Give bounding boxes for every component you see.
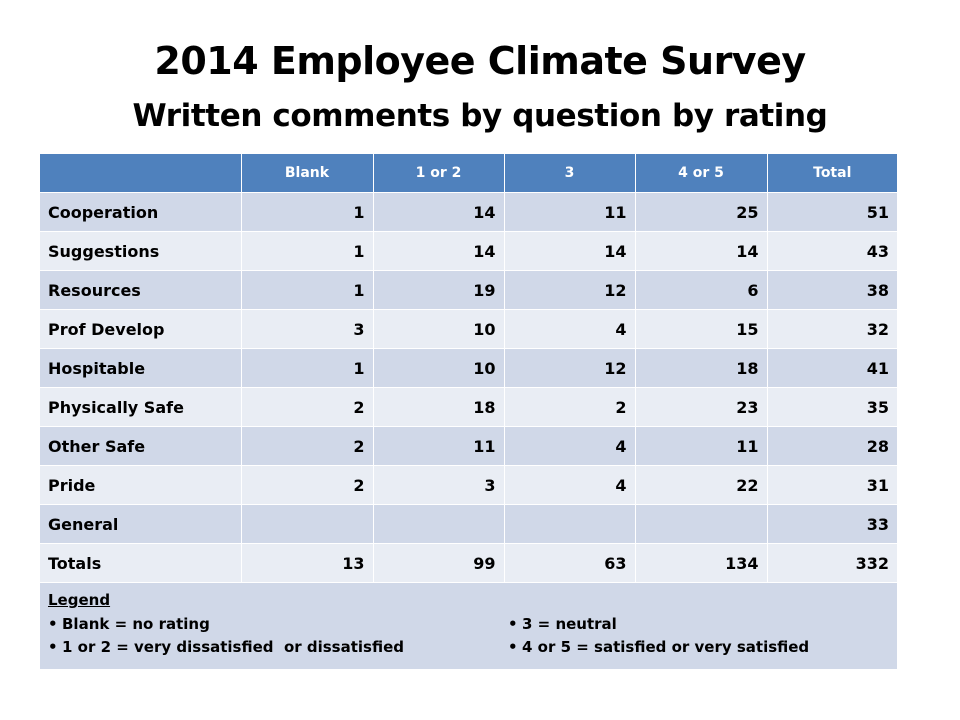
cell-blank: 3 xyxy=(240,309,373,349)
header-cell-1-or-2: 1 or 2 xyxy=(372,154,504,193)
legend-list-right: • 3 = neutral • 4 or 5 = satisfied or very… xyxy=(508,613,809,659)
cell-1-or-2 xyxy=(372,504,504,544)
legend-item-text: Blank = no rating xyxy=(62,615,210,633)
cell-total: 28 xyxy=(766,426,897,466)
cell-4-or-5: 11 xyxy=(634,426,767,466)
table-row: Suggestions 1 14 14 14 43 xyxy=(40,231,897,271)
header-cell-total: Total xyxy=(766,154,897,193)
row-label: Totals xyxy=(40,543,241,583)
cell-total: 332 xyxy=(766,543,897,583)
table-row: Hospitable 1 10 12 18 41 xyxy=(40,348,897,388)
table-row: Cooperation 1 14 11 25 51 xyxy=(40,192,897,232)
page-title: 2014 Employee Climate Survey xyxy=(154,39,806,83)
legend-item: • Blank = no rating xyxy=(48,613,404,636)
header-cell-3: 3 xyxy=(503,154,635,193)
bullet-icon: • xyxy=(508,615,518,633)
row-label: Physically Safe xyxy=(40,387,241,427)
legend-title: Legend xyxy=(48,591,111,609)
cell-total: 31 xyxy=(766,465,897,505)
cell-3: 12 xyxy=(503,348,635,388)
cell-4-or-5: 23 xyxy=(634,387,767,427)
cell-3: 4 xyxy=(503,465,635,505)
legend-item-text: 1 or 2 = very dissatisfied or dissatisfi… xyxy=(62,638,405,656)
cell-blank xyxy=(240,504,373,544)
table-row: Other Safe 2 11 4 11 28 xyxy=(40,426,897,466)
cell-3: 12 xyxy=(503,270,635,310)
cell-4-or-5: 18 xyxy=(634,348,767,388)
legend-item-text: 4 or 5 = satisfied or very satisfied xyxy=(522,638,810,656)
cell-4-or-5 xyxy=(634,504,767,544)
cell-1-or-2: 19 xyxy=(372,270,504,310)
page-subtitle: Written comments by question by rating xyxy=(132,98,828,134)
row-label: Resources xyxy=(40,270,241,310)
table-row: Prof Develop 3 10 4 15 32 xyxy=(40,309,897,349)
cell-1-or-2: 10 xyxy=(372,348,504,388)
bullet-icon: • xyxy=(48,638,58,656)
table-header-row: Blank 1 or 2 3 4 or 5 Total xyxy=(40,154,897,193)
cell-blank: 1 xyxy=(240,192,373,232)
cell-total: 33 xyxy=(766,504,897,544)
table-row: Resources 1 19 12 6 38 xyxy=(40,270,897,310)
table-row: Pride 2 3 4 22 31 xyxy=(40,465,897,505)
cell-1-or-2: 99 xyxy=(372,543,504,583)
cell-3: 4 xyxy=(503,309,635,349)
cell-3: 11 xyxy=(503,192,635,232)
cell-3: 2 xyxy=(503,387,635,427)
table-row: Physically Safe 2 18 2 23 35 xyxy=(40,387,897,427)
cell-blank: 13 xyxy=(240,543,373,583)
bullet-icon: • xyxy=(508,638,518,656)
cell-3: 63 xyxy=(503,543,635,583)
legend-item: • 4 or 5 = satisfied or very satisfied xyxy=(508,636,809,659)
cell-blank: 2 xyxy=(240,426,373,466)
row-label: Suggestions xyxy=(40,231,241,271)
cell-blank: 2 xyxy=(240,465,373,505)
row-label: Hospitable xyxy=(40,348,241,388)
cell-3: 14 xyxy=(503,231,635,271)
legend-cell: Legend • Blank = no rating • 1 or 2 = very… xyxy=(40,582,897,669)
cell-1-or-2: 11 xyxy=(372,426,504,466)
header-cell-blank: Blank xyxy=(240,154,373,193)
survey-table: Blank 1 or 2 3 4 or 5 Total Cooperation 1… xyxy=(40,154,897,669)
header-cell-4-or-5: 4 or 5 xyxy=(634,154,767,193)
row-label: Pride xyxy=(40,465,241,505)
cell-1-or-2: 10 xyxy=(372,309,504,349)
row-label: General xyxy=(40,504,241,544)
cell-blank: 1 xyxy=(240,231,373,271)
cell-blank: 1 xyxy=(240,270,373,310)
cell-blank: 2 xyxy=(240,387,373,427)
cell-1-or-2: 18 xyxy=(372,387,504,427)
cell-3: 4 xyxy=(503,426,635,466)
cell-4-or-5: 6 xyxy=(634,270,767,310)
legend-item-text: 3 = neutral xyxy=(522,615,617,633)
header-cell-corner xyxy=(40,154,241,193)
row-label: Cooperation xyxy=(40,192,241,232)
cell-3 xyxy=(503,504,635,544)
cell-total: 41 xyxy=(766,348,897,388)
cell-blank: 1 xyxy=(240,348,373,388)
cell-total: 35 xyxy=(766,387,897,427)
legend-row: Legend • Blank = no rating • 1 or 2 = very… xyxy=(40,582,897,669)
cell-total: 51 xyxy=(766,192,897,232)
bullet-icon: • xyxy=(48,615,58,633)
cell-4-or-5: 22 xyxy=(634,465,767,505)
cell-1-or-2: 3 xyxy=(372,465,504,505)
cell-1-or-2: 14 xyxy=(372,231,504,271)
cell-4-or-5: 25 xyxy=(634,192,767,232)
legend-item: • 1 or 2 = very dissatisfied or dissatisf… xyxy=(48,636,404,659)
cell-total: 38 xyxy=(766,270,897,310)
cell-4-or-5: 134 xyxy=(634,543,767,583)
cell-total: 43 xyxy=(766,231,897,271)
cell-4-or-5: 15 xyxy=(634,309,767,349)
cell-1-or-2: 14 xyxy=(372,192,504,232)
row-label: Other Safe xyxy=(40,426,241,466)
table-row: Totals 13 99 63 134 332 xyxy=(40,543,897,583)
legend-list-left: • Blank = no rating • 1 or 2 = very dissat… xyxy=(48,613,404,659)
row-label: Prof Develop xyxy=(40,309,241,349)
legend: Legend • Blank = no rating • 1 or 2 = very… xyxy=(40,583,897,669)
cell-total: 32 xyxy=(766,309,897,349)
legend-item: • 3 = neutral xyxy=(508,613,809,636)
cell-4-or-5: 14 xyxy=(634,231,767,271)
table-body: Cooperation 1 14 11 25 51 Suggestions 1 14 14 14 43… xyxy=(40,192,897,583)
table-row: General 33 xyxy=(40,504,897,544)
